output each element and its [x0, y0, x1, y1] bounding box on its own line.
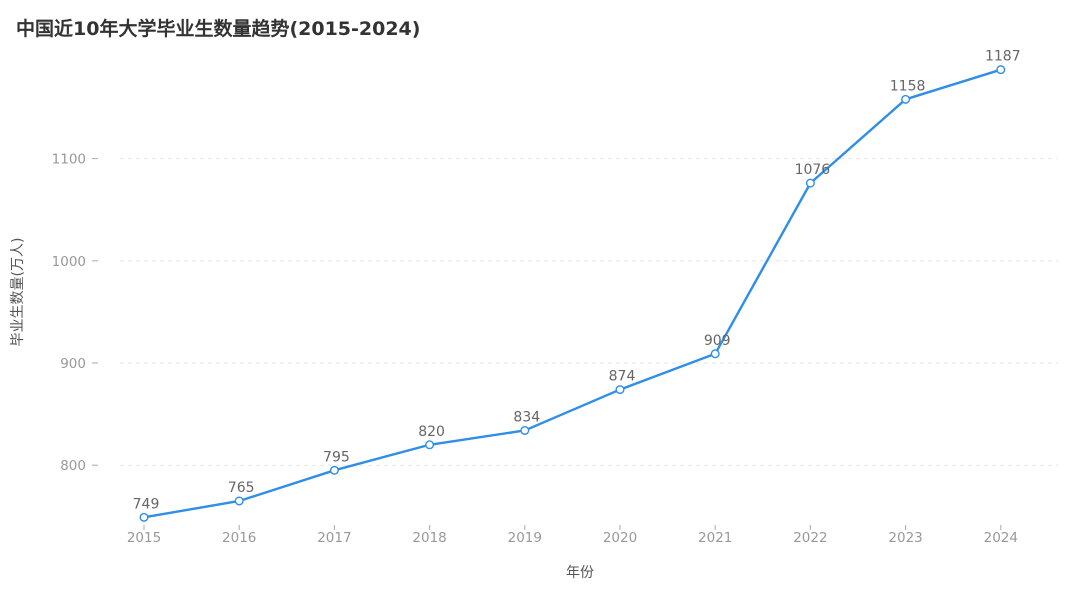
data-label: 1076	[795, 162, 831, 178]
data-point	[234, 496, 244, 506]
series-layer	[139, 65, 1006, 522]
data-label-layer: 749 765 795 820 834 874 909 1076 1158 1187	[133, 49, 1021, 513]
x-axis-title: 年份	[566, 565, 594, 581]
series-line	[143, 68, 1002, 519]
x-tick-label: 2023	[888, 530, 922, 546]
x-tick-label: 2024	[984, 530, 1018, 546]
data-label: 834	[513, 409, 540, 425]
data-point	[329, 465, 339, 475]
data-label: 874	[609, 369, 636, 385]
data-point	[615, 385, 625, 395]
data-point	[425, 440, 435, 450]
x-tick-label: 2015	[127, 530, 161, 546]
y-tick-label: 1100	[52, 152, 86, 168]
data-label: 795	[323, 449, 350, 465]
x-tick-label: 2019	[508, 530, 542, 546]
y-tick-label: 800	[60, 458, 86, 474]
data-point	[996, 65, 1006, 75]
data-label: 820	[418, 424, 445, 440]
x-tick-label: 2020	[603, 530, 637, 546]
data-label: 749	[133, 496, 160, 512]
data-label: 1187	[985, 49, 1021, 65]
x-tick-label: 2022	[793, 530, 827, 546]
y-tick-label: 900	[60, 356, 86, 372]
x-tick-label: 2017	[317, 530, 351, 546]
data-label: 765	[228, 480, 255, 496]
data-point	[805, 178, 815, 188]
data-point	[139, 512, 149, 522]
data-point	[710, 349, 720, 359]
y-tick-label: 1000	[52, 254, 86, 270]
x-tick-label: 2018	[412, 530, 446, 546]
x-tick-label: 2016	[222, 530, 256, 546]
data-point	[520, 425, 530, 435]
x-tick-label: 2021	[698, 530, 732, 546]
data-label: 909	[704, 333, 731, 349]
y-axis-title: 毕业生数量(万人)	[10, 238, 26, 347]
data-point	[901, 94, 911, 104]
grid-layer	[120, 158, 1058, 466]
tick-layer: 800 900 1000 1100 2015 2016 2017 2018 2019 2020 20…	[52, 152, 1018, 546]
data-label: 1158	[890, 78, 926, 94]
chart-title: 中国近10年大学毕业生数量趋势(2015-2024)	[16, 18, 421, 40]
